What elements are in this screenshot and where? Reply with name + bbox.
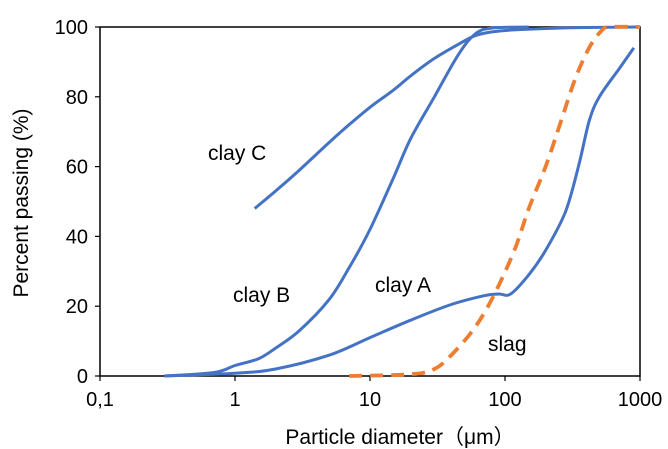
- y-tick-label: 60: [66, 157, 88, 179]
- series-line-clay-a: [164, 47, 636, 378]
- series-layer: [164, 24, 641, 378]
- y-tick-label: 80: [66, 87, 88, 109]
- x-tick-label: 0,1: [86, 389, 114, 411]
- x-tick-label: 10: [359, 389, 381, 411]
- annotation-clay-c: clay C: [208, 142, 266, 165]
- labels-layer: clay C clay B clay A slag Particle diame…: [10, 108, 527, 449]
- y-tick-label: 20: [66, 296, 88, 318]
- x-axis-title: Particle diameter（μm）: [285, 426, 514, 449]
- y-tick-label: 0: [77, 366, 88, 388]
- series-line-clay-b: [164, 25, 529, 378]
- x-tick-label: 100: [488, 389, 521, 411]
- annotation-slag: slag: [488, 333, 527, 356]
- annotation-clay-b: clay B: [233, 284, 290, 307]
- axes: 0 20 40 60 80 100 0,1 1 10 100 1000: [55, 17, 663, 411]
- plot-frame: [99, 26, 641, 377]
- y-axis-title: Percent passing (%): [10, 108, 33, 297]
- annotation-clay-a: clay A: [375, 274, 431, 297]
- y-tick-label: 100: [55, 17, 88, 39]
- y-tick-label: 40: [66, 226, 88, 248]
- x-tick-label: 1: [229, 389, 240, 411]
- series-line-slag: [349, 24, 641, 378]
- series-line-clay-c: [253, 25, 641, 210]
- x-tick-label: 1000: [618, 389, 663, 411]
